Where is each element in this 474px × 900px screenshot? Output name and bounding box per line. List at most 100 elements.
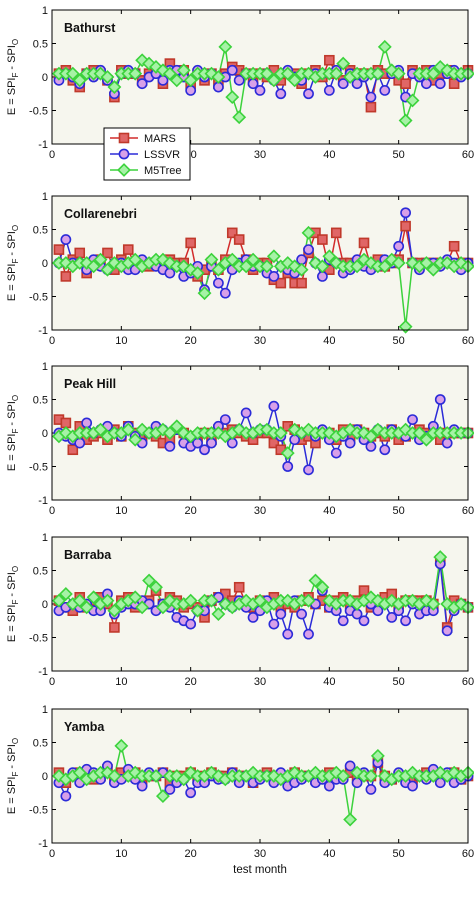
point-m5tree [350, 259, 364, 274]
point-m5tree [169, 73, 184, 88]
point-lssvr [60, 234, 72, 245]
point-lssvr [407, 780, 418, 792]
x-tick-label: 60 [462, 335, 474, 347]
point-m5tree [135, 422, 150, 437]
point-m5tree [426, 66, 441, 81]
chart-panel-1: 0 10 20 30 40 50 60 1 0.5 0 -0.5 -1 E = SPIF - SPIO C… [6, 191, 474, 347]
x-tick-label: 10 [115, 505, 127, 517]
point-m5tree [280, 66, 295, 81]
x-tick-label: 30 [254, 505, 266, 517]
point-m5tree [107, 603, 122, 618]
point-m5tree [370, 66, 385, 81]
point-m5tree [156, 422, 170, 437]
x-tick-label: 0 [49, 149, 55, 161]
panel-title: Yamba [64, 720, 105, 734]
point-m5tree [65, 66, 80, 81]
point-m5tree [128, 590, 143, 605]
point-m5tree [142, 56, 156, 71]
point-lssvr [407, 414, 418, 425]
point-m5tree [52, 769, 66, 783]
point-lssvr [379, 444, 391, 456]
point-m5tree [100, 70, 115, 84]
point-mars [400, 220, 411, 232]
y-tick-label: 1 [42, 532, 48, 544]
point-m5tree [287, 259, 302, 274]
point-m5tree [419, 256, 434, 270]
point-mars [226, 227, 238, 239]
point-mars [233, 581, 245, 593]
point-m5tree [52, 593, 66, 608]
point-m5tree [364, 769, 378, 783]
point-m5tree [121, 422, 136, 437]
y-tick-label: -1 [38, 325, 48, 337]
x-tick-label: 10 [115, 676, 127, 688]
point-m5tree [315, 259, 330, 274]
point-lssvr [337, 615, 349, 627]
point-lssvr [275, 88, 287, 100]
point-lssvr [344, 437, 356, 449]
point-mars [365, 101, 377, 113]
point-lssvr [303, 88, 314, 100]
y-tick-label: -1 [38, 838, 48, 850]
point-lssvr [296, 608, 307, 620]
x-tick-label: 50 [393, 505, 405, 517]
point-m5tree [232, 422, 247, 437]
point-mars [400, 78, 411, 89]
y-tick-label: -1 [38, 139, 48, 151]
point-m5tree [128, 66, 143, 81]
y-tick-label: 0.5 [33, 39, 48, 51]
chart-panel-2: 0 10 20 30 40 50 60 1 0.5 0 -0.5 -1 E = SPIF - SPIO P… [6, 361, 474, 517]
point-m5tree [183, 593, 198, 608]
point-m5tree [232, 110, 247, 125]
legend-marker-mars [118, 132, 130, 144]
point-m5tree [287, 73, 302, 88]
point-lssvr [344, 760, 356, 772]
point-lssvr [379, 85, 391, 96]
point-m5tree [364, 256, 378, 270]
point-m5tree [100, 593, 115, 608]
point-m5tree [211, 70, 226, 84]
y-tick-label: 0 [42, 72, 48, 84]
point-m5tree [169, 419, 184, 434]
point-mars [275, 277, 287, 289]
point-m5tree [128, 432, 143, 447]
point-m5tree [329, 256, 344, 270]
point-m5tree [322, 249, 337, 264]
x-tick-label: 20 [185, 676, 197, 688]
point-lssvr [323, 85, 335, 96]
x-tick-label: 30 [254, 848, 266, 860]
point-m5tree [287, 422, 302, 437]
x-tick-label: 30 [254, 676, 266, 688]
y-tick-label: 0 [42, 599, 48, 611]
legend-label: MARS [144, 133, 176, 145]
y-tick-label: 0 [42, 771, 48, 783]
y-tick-label: -0.5 [29, 633, 48, 645]
plot-frame [51, 708, 469, 844]
point-m5tree [93, 252, 108, 267]
point-m5tree [377, 769, 392, 783]
point-m5tree [128, 252, 143, 267]
x-tick-label: 0 [49, 848, 55, 860]
point-lssvr [268, 618, 280, 630]
point-m5tree [72, 593, 87, 608]
point-m5tree [419, 432, 434, 447]
point-lssvr [337, 78, 349, 90]
panel-title: Bathurst [64, 21, 116, 35]
point-m5tree [391, 66, 406, 81]
point-m5tree [343, 812, 358, 827]
x-tick-label: 30 [254, 335, 266, 347]
y-tick-label: 0 [42, 258, 48, 270]
x-tick-label: 20 [185, 848, 197, 860]
plot-frame [51, 536, 469, 672]
point-m5tree [162, 426, 177, 440]
point-m5tree [225, 252, 240, 267]
x-tick-label: 0 [49, 505, 55, 517]
point-m5tree [135, 600, 150, 615]
chart-panel-4: 0 10 20 30 40 50 60 1 0.5 0 -0.5 -1 E = SPIF - SPIO Y… [6, 704, 474, 876]
point-lssvr [400, 615, 411, 627]
point-m5tree [260, 422, 274, 437]
point-lssvr [434, 394, 446, 405]
y-tick-label: 1 [42, 704, 48, 716]
point-m5tree [266, 769, 281, 783]
